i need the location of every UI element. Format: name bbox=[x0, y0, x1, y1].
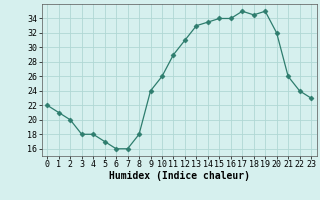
X-axis label: Humidex (Indice chaleur): Humidex (Indice chaleur) bbox=[109, 171, 250, 181]
